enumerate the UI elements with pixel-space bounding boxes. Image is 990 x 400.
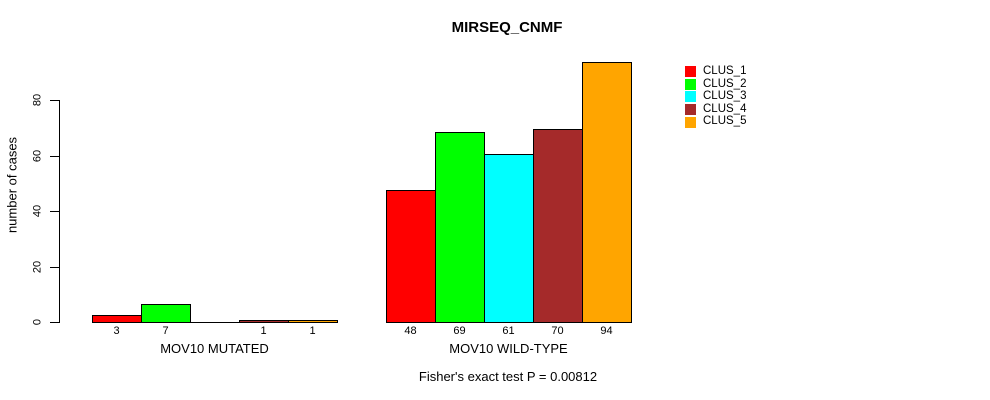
bar-clus_4 (533, 129, 583, 323)
legend-label: CLUS_2 (703, 77, 747, 90)
legend-label: CLUS_5 (703, 115, 747, 128)
bar-value-label: 94 (600, 325, 613, 337)
bar-value-label: 48 (404, 325, 417, 337)
legend-label: CLUS_1 (703, 65, 747, 77)
legend-item: CLUS_4 (685, 102, 747, 116)
y-tick-label: 60 (31, 149, 44, 162)
bar-value-label: 7 (162, 325, 169, 337)
group-label: MOV10 WILD-TYPE (449, 341, 568, 356)
y-tick-mark (50, 155, 59, 157)
bar-clus_3-zero (190, 322, 240, 323)
y-tick-mark (50, 100, 59, 101)
bar-clus_2 (435, 132, 485, 323)
legend-label: CLUS_3 (703, 90, 747, 103)
bar-value-label: 1 (260, 325, 267, 337)
y-tick-mark (50, 211, 59, 212)
y-tick-label: 80 (31, 93, 44, 107)
bar-clus_3 (484, 154, 534, 323)
bar-value-label: 69 (453, 325, 466, 337)
y-tick-mark (50, 266, 59, 268)
bar-clus_1 (92, 315, 142, 323)
footer-text: Fisher's exact test P = 0.00812 (418, 369, 598, 384)
bar-clus_5 (288, 320, 338, 323)
legend-swatch (685, 66, 696, 78)
bar-clus_5 (582, 62, 632, 323)
bar-clus_1 (386, 190, 436, 323)
legend-swatch (685, 116, 696, 128)
y-axis-line (59, 100, 60, 323)
legend-item: CLUS_1 (685, 65, 747, 78)
legend-label: CLUS_4 (703, 102, 747, 115)
bar-clus_2 (141, 304, 191, 323)
y-tick-label: 0 (31, 318, 44, 326)
legend-swatch (685, 104, 696, 116)
y-tick-label: 20 (31, 260, 44, 273)
chart-title: MIRSEQ_CNMF (451, 19, 563, 36)
legend-item: CLUS_2 (685, 77, 747, 91)
bar-value-label: 3 (113, 325, 120, 337)
bar-value-label: 1 (309, 325, 316, 337)
y-tick-label: 40 (31, 204, 44, 218)
bar-value-label: 70 (551, 325, 564, 337)
y-axis-label: number of cases (4, 136, 20, 234)
legend-item: CLUS_5 (685, 116, 746, 128)
legend-swatch (685, 91, 696, 103)
group-label: MOV10 MUTATED (160, 341, 269, 356)
legend-swatch (685, 78, 696, 90)
y-tick-mark (50, 322, 59, 323)
bar-value-label: 61 (502, 325, 515, 337)
bar-clus_4 (239, 320, 289, 323)
legend-item: CLUS_3 (685, 91, 746, 103)
